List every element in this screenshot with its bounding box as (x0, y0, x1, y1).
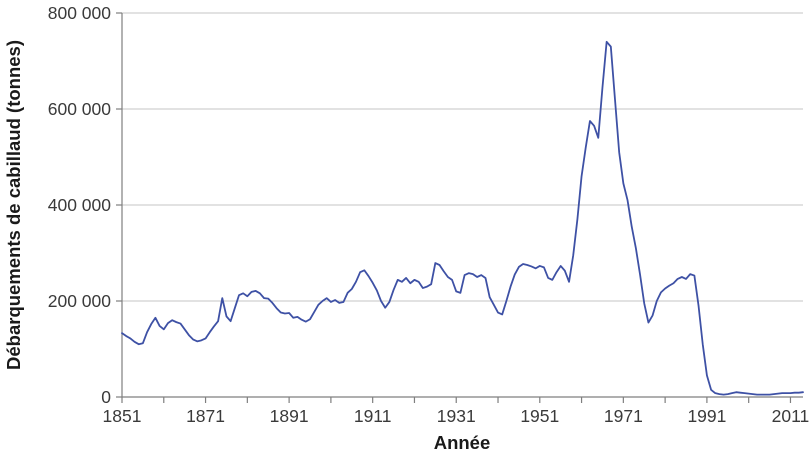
x-tick-label: 1971 (604, 406, 643, 426)
cod-landings-line (121, 40, 804, 396)
y-axis-tick-labels: 0 200 000 400 000 600 000 800 000 (48, 3, 112, 407)
y-tick-label: 200 000 (48, 291, 112, 311)
y-axis-title: Débarquements de cabillaud (tonnes) (3, 40, 24, 370)
x-tick-label: 1891 (270, 406, 309, 426)
y-tick-label: 600 000 (48, 99, 112, 119)
x-tick-label: 1871 (186, 406, 225, 426)
x-axis-title: Année (434, 432, 491, 453)
y-tick-label: 0 (101, 387, 111, 407)
x-tick-label: 1851 (103, 406, 142, 426)
x-tick-label: 1951 (520, 406, 559, 426)
y-axis-ticks (116, 12, 122, 398)
x-axis-ticks (121, 397, 792, 403)
y-tick-label: 400 000 (48, 195, 112, 215)
x-tick-label: 1911 (354, 406, 392, 426)
x-tick-label: 2011 (772, 406, 810, 426)
x-tick-label: 1931 (437, 406, 476, 426)
y-tick-label: 800 000 (48, 3, 112, 23)
x-tick-label: 1991 (687, 406, 726, 426)
gridlines (122, 12, 803, 302)
x-axis-tick-labels: 1851 1871 1891 1911 1931 1951 1971 1991 2011 (103, 406, 810, 426)
